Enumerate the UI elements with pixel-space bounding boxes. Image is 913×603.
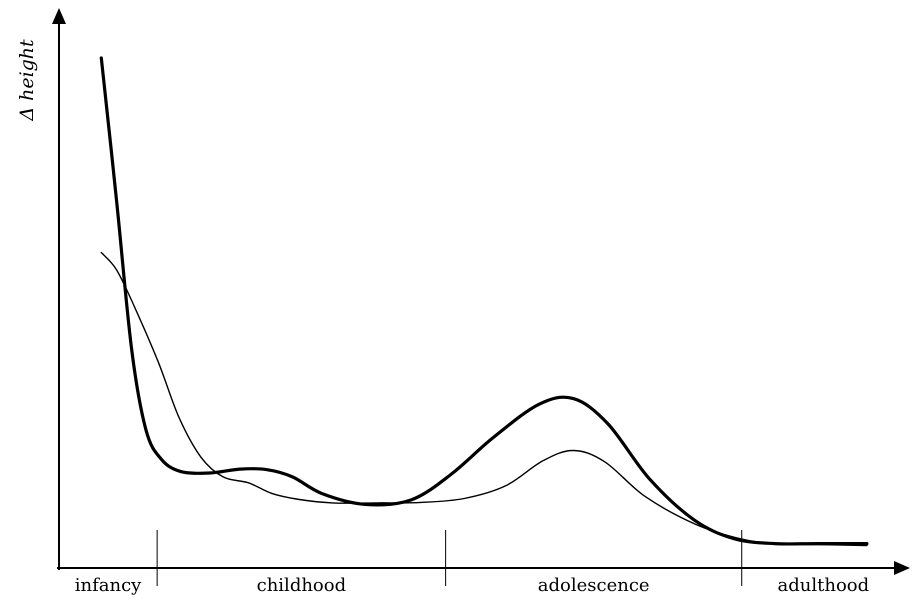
stage-labels: infancy childhood adolescence adulthood (75, 575, 869, 596)
stage-label-adolescence: adolescence (538, 575, 650, 596)
stage-label-childhood: childhood (257, 575, 347, 596)
y-axis-label: Δ height (16, 39, 38, 122)
series-lines (99, 56, 869, 547)
series-line-thin (100, 251, 868, 547)
stage-label-adulthood: adulthood (778, 575, 870, 596)
y-axis-arrow (52, 8, 66, 24)
stage-dividers (156, 530, 743, 586)
series-line-thick (99, 56, 869, 546)
x-axis-arrow (894, 561, 910, 575)
stage-label-infancy: infancy (75, 575, 142, 596)
